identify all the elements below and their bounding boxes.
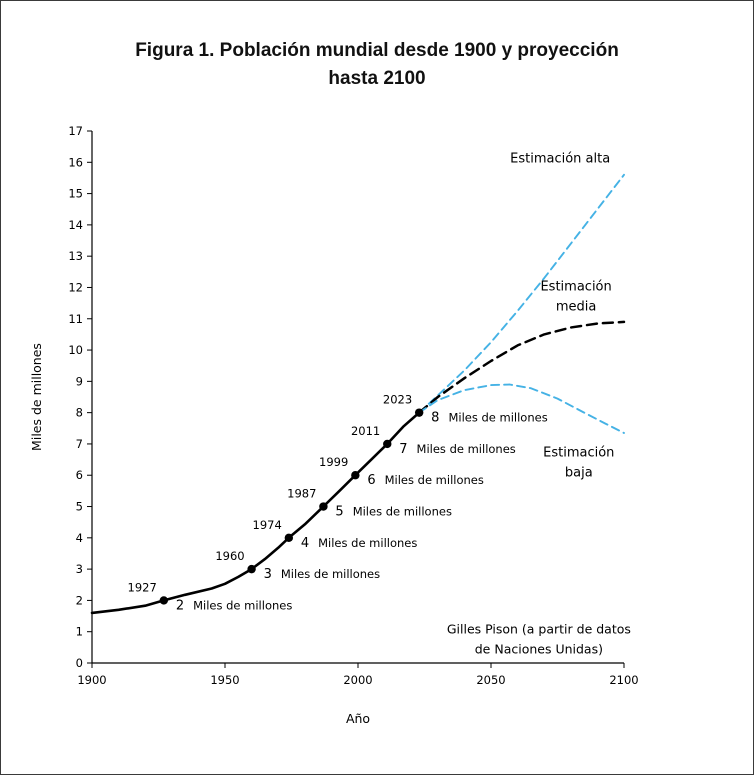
- milestone-value-label: 5 Miles de millones: [335, 505, 452, 520]
- milestone-year-label: 2023: [383, 393, 412, 407]
- milestone-value-label: 8 Miles de millones: [431, 411, 548, 426]
- axes: [91, 131, 624, 664]
- x-tick-label: 2050: [476, 673, 505, 687]
- milestone-year-label: 1927: [128, 580, 157, 594]
- y-tick-label: 2: [76, 593, 83, 607]
- milestone-point: [414, 408, 424, 417]
- figure-title: Figura 1. Población mundial desde 1900 y…: [41, 37, 713, 93]
- milestone-year-label: 1974: [253, 518, 282, 532]
- milestone-point: [351, 471, 360, 480]
- y-tick-label: 15: [68, 187, 83, 201]
- figure-title-line1: Figura 1. Población mundial desde 1900 y…: [135, 40, 619, 61]
- annotation-caption: Gilles Pison (a partir de datos de Nacion…: [447, 621, 631, 656]
- milestone-point: [383, 439, 392, 449]
- milestone-value-label: 3 Miles de millones: [264, 567, 381, 582]
- figure-title-line2: hasta 2100: [328, 68, 426, 89]
- milestone-year-label: 2011: [351, 424, 380, 438]
- milestone-year-label: 1987: [287, 487, 316, 501]
- y-tick-label: 7: [76, 437, 83, 451]
- annotation-media: Estimación media: [540, 280, 611, 315]
- x-tick-label: 1900: [77, 673, 106, 687]
- y-tick-label: 4: [76, 531, 83, 545]
- y-tick-label: 0: [76, 656, 83, 670]
- annotation-alta: Estimación alta: [510, 151, 610, 166]
- y-tick-label: 14: [68, 218, 83, 232]
- milestone-year-label: 1960: [215, 549, 244, 563]
- y-tick-label: 8: [76, 406, 83, 420]
- milestone-value-label: 7 Miles de millones: [399, 442, 516, 457]
- y-tick-label: 5: [76, 500, 83, 514]
- chart-area: 0 1 2 3 4 5 6 7 8 9 10 11 12 13 14 15 16 17 1900 1950 2000 20…: [1, 96, 753, 774]
- y-tick-label: 10: [68, 343, 83, 357]
- milestone-point: [159, 596, 169, 605]
- milestone-point: [284, 533, 294, 543]
- y-axis-title: Miles de millones: [29, 343, 44, 451]
- y-tick-label: 13: [68, 249, 83, 263]
- milestone-point: [319, 502, 328, 511]
- milestone-year-label: 1999: [319, 455, 348, 469]
- milestone-value-label: 2 Miles de millones: [176, 598, 293, 613]
- milestone-point: [247, 564, 256, 574]
- y-tick-label: 12: [68, 280, 83, 294]
- y-tick-label: 16: [68, 155, 83, 169]
- y-tick-label: 6: [76, 468, 83, 482]
- x-tick-label: 2100: [609, 673, 638, 687]
- x-axis-title: Año: [346, 711, 370, 726]
- milestone-value-label: 6 Miles de millones: [367, 473, 484, 488]
- x-tick-label: 1950: [210, 673, 239, 687]
- y-tick-label: 3: [76, 562, 83, 576]
- series-low-line: [418, 383, 625, 434]
- y-tick-label: 9: [76, 374, 83, 388]
- y-tick-label: 11: [68, 312, 83, 326]
- series-medium-line: [417, 320, 626, 414]
- x-tick-label: 2000: [343, 673, 372, 687]
- y-tick-label: 1: [76, 625, 83, 639]
- y-tick-label: 17: [68, 124, 83, 138]
- annotation-baja: Estimación baja: [543, 445, 614, 480]
- milestone-value-label: 4 Miles de millones: [301, 536, 418, 551]
